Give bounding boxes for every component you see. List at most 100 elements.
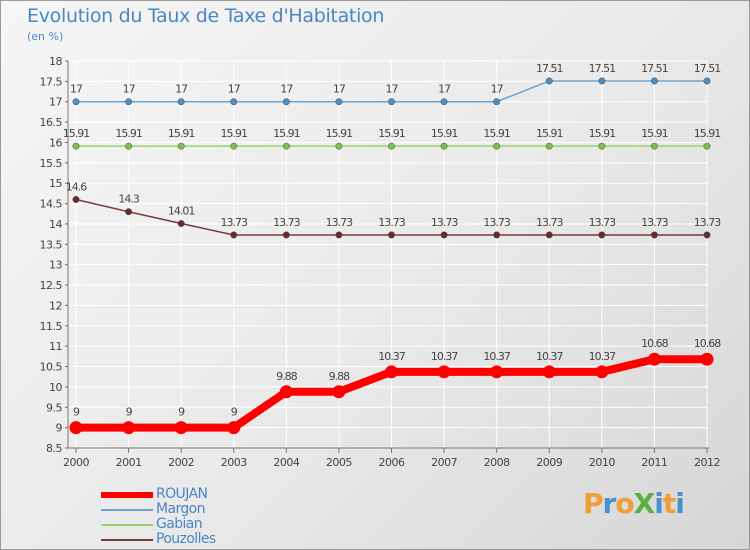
- data-label-pouzolles: 13.73: [589, 216, 616, 229]
- data-label-gabian: 15.91: [589, 127, 616, 140]
- data-point-roujan: [174, 421, 188, 435]
- data-point-gabian: [72, 142, 80, 150]
- logo-letter: o: [615, 487, 634, 520]
- data-point-gabian: [335, 142, 343, 150]
- data-point-gabian: [125, 142, 133, 150]
- data-label-gabian: 15.91: [115, 127, 142, 140]
- data-label-roujan: 10.37: [378, 350, 405, 363]
- x-tick-label: 2007: [431, 456, 457, 469]
- x-tick-label: 2010: [589, 456, 615, 469]
- data-label-roujan: 9.88: [276, 370, 297, 383]
- data-point-roujan: [542, 365, 556, 379]
- legend-swatch: [101, 509, 153, 511]
- logo-letter: i: [654, 487, 664, 520]
- data-point-margon: [703, 77, 711, 85]
- data-point-gabian: [545, 142, 553, 150]
- data-label-pouzolles: 13.73: [326, 216, 353, 229]
- data-label-pouzolles: 13.73: [641, 216, 668, 229]
- legend-item-gabian: Gabian: [101, 516, 261, 532]
- x-tick-label: 2001: [116, 456, 142, 469]
- y-tick-label: 14: [49, 218, 62, 231]
- data-label-gabian: 15.91: [326, 127, 353, 140]
- data-point-roujan: [279, 385, 293, 399]
- data-point-roujan: [122, 421, 136, 435]
- logo-letter: r: [602, 487, 617, 520]
- data-point-roujan: [700, 352, 714, 366]
- data-point-margon: [440, 98, 448, 106]
- data-label-gabian: 15.91: [378, 127, 405, 140]
- data-label-roujan: 10.37: [536, 350, 563, 363]
- y-tick-label: 11.5: [40, 320, 63, 333]
- data-label-gabian: 15.91: [641, 127, 668, 140]
- data-label-margon: 17: [280, 83, 293, 96]
- data-label-gabian: 15.91: [221, 127, 248, 140]
- series-layer: [69, 77, 714, 435]
- data-point-pouzolles: [282, 231, 290, 239]
- y-tick-label: 16.5: [40, 116, 63, 129]
- y-tick-label: 8.5: [46, 442, 62, 455]
- data-point-margon: [177, 98, 185, 106]
- x-tick-label: 2009: [536, 456, 562, 469]
- data-label-gabian: 15.91: [431, 127, 458, 140]
- chart-unit-label: (en %): [27, 30, 64, 43]
- data-point-margon: [650, 77, 658, 85]
- data-label-roujan: 10.37: [589, 350, 616, 363]
- data-label-margon: 17: [175, 83, 188, 96]
- y-tick-label: 15.5: [40, 157, 63, 170]
- legend-item-roujan: ROUJAN: [101, 486, 261, 502]
- y-tick-label: 9: [56, 422, 63, 435]
- y-tick-label: 13.5: [40, 238, 63, 251]
- data-label-roujan: 10.68: [694, 337, 721, 350]
- legend-item-margon: Margon: [101, 501, 261, 517]
- data-label-roujan: 9: [178, 406, 185, 419]
- data-label-roujan: 10.68: [641, 337, 668, 350]
- data-label-margon: 17.51: [536, 62, 563, 75]
- data-point-gabian: [282, 142, 290, 150]
- data-label-roujan: 9: [73, 406, 80, 419]
- y-tick-label: 12: [49, 299, 62, 312]
- data-label-pouzolles: 13.73: [431, 216, 458, 229]
- legend-swatch: [101, 539, 153, 541]
- axis-layer: 8.599.51010.51111.51212.51313.51414.5151…: [40, 55, 721, 469]
- x-tick-label: 2005: [326, 456, 352, 469]
- y-tick-label: 9.5: [46, 401, 62, 414]
- data-label-gabian: 15.91: [536, 127, 563, 140]
- data-label-pouzolles: 13.73: [273, 216, 300, 229]
- data-point-pouzolles: [440, 231, 448, 239]
- data-label-pouzolles: 13.73: [483, 216, 510, 229]
- data-point-gabian: [598, 142, 606, 150]
- x-tick-label: 2012: [694, 456, 720, 469]
- data-point-pouzolles: [72, 196, 80, 203]
- data-label-margon: 17: [491, 83, 504, 96]
- chart-title: Evolution du Taux de Taxe d'Habitation: [27, 5, 385, 27]
- y-tick-label: 10: [49, 381, 62, 394]
- x-tick-label: 2003: [221, 456, 247, 469]
- data-point-gabian: [440, 142, 448, 150]
- legend: ROUJAN Margon Gabian Pouzolles: [101, 486, 261, 547]
- data-point-gabian: [388, 142, 395, 150]
- legend-label: ROUJAN: [156, 486, 208, 502]
- logo-letter: X: [633, 487, 656, 520]
- x-tick-label: 2002: [168, 456, 194, 469]
- x-tick-label: 2011: [641, 456, 667, 469]
- data-point-margon: [493, 98, 501, 106]
- data-label-margon: 17: [123, 83, 136, 96]
- x-tick-label: 2004: [273, 456, 299, 469]
- data-label-gabian: 15.91: [168, 127, 195, 140]
- data-point-roujan: [595, 365, 609, 379]
- data-label-margon: 17: [228, 83, 241, 96]
- data-point-gabian: [230, 142, 238, 150]
- legend-swatch: [101, 492, 153, 498]
- data-point-gabian: [703, 142, 711, 150]
- data-point-margon: [335, 98, 343, 106]
- data-label-pouzolles: 14.3: [118, 193, 139, 206]
- data-label-gabian: 15.91: [694, 127, 721, 140]
- x-tick-label: 2006: [379, 456, 405, 469]
- y-tick-label: 16: [49, 136, 62, 149]
- data-point-gabian: [493, 142, 501, 150]
- data-point-margon: [72, 98, 80, 106]
- y-tick-label: 17: [49, 96, 62, 109]
- data-label-roujan: 9.88: [329, 370, 350, 383]
- y-tick-label: 13: [49, 259, 62, 272]
